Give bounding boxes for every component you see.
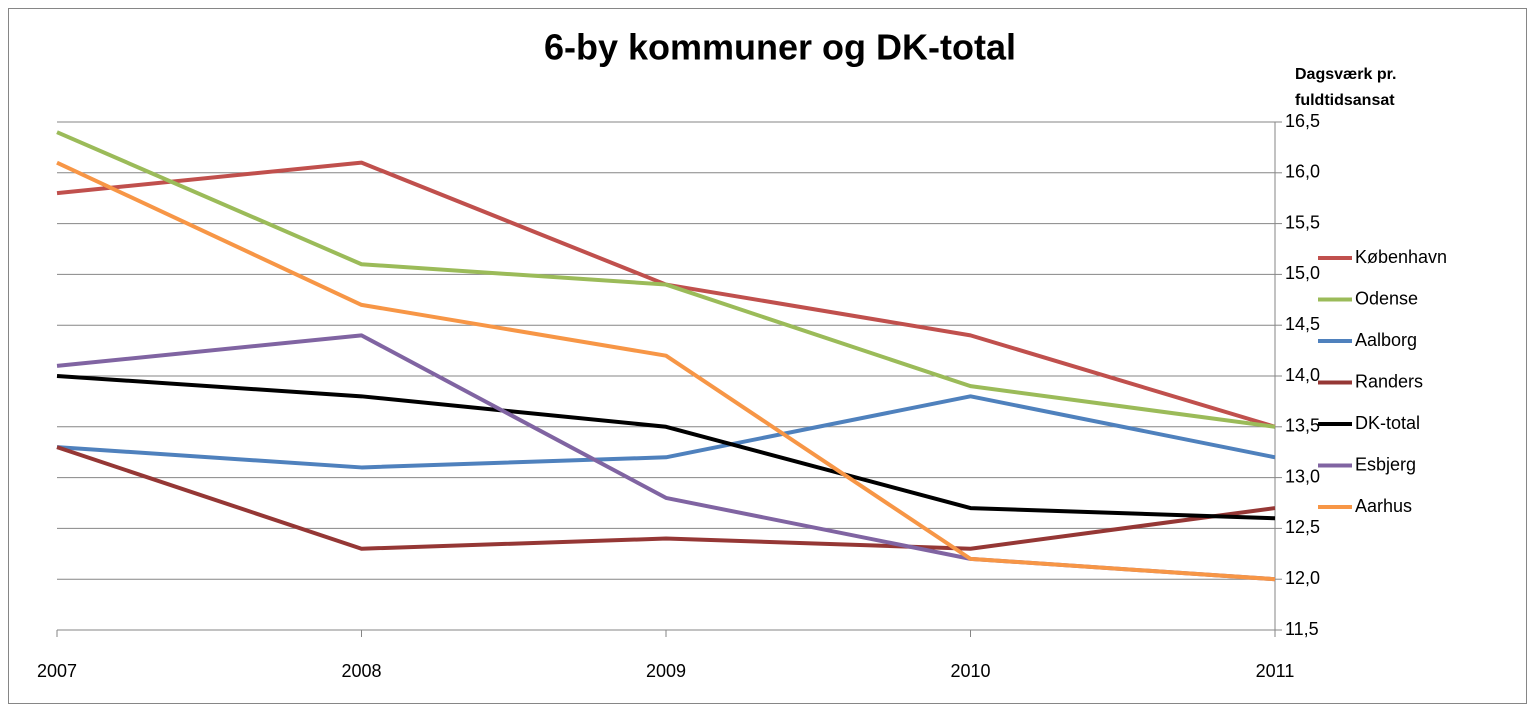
x-tick-label: 2009 [646, 661, 686, 681]
x-tick-label: 2007 [37, 661, 77, 681]
series-line [56, 445, 1276, 551]
y-axis-title: fuldtidsansat [1295, 92, 1395, 109]
legend-label: Esbjerg [1355, 454, 1416, 474]
legend-label: Randers [1355, 371, 1423, 391]
y-tick-label: 12,0 [1285, 568, 1320, 588]
y-tick-label: 16,0 [1285, 162, 1320, 182]
y-tick-label: 13,5 [1285, 416, 1320, 436]
x-tick-label: 2008 [341, 661, 381, 681]
y-tick-label: 15,0 [1285, 263, 1320, 283]
y-tick-label: 16,5 [1285, 111, 1320, 131]
x-tick-label: 2010 [950, 661, 990, 681]
legend-label: København [1355, 247, 1447, 267]
y-tick-label: 14,5 [1285, 314, 1320, 334]
chart-border [8, 8, 1527, 704]
y-tick-label: 13,0 [1285, 466, 1320, 486]
chart-title: 6-by kommuner og DK-total [544, 27, 1016, 68]
y-tick-label: 15,5 [1285, 212, 1320, 232]
y-tick-label: 14,0 [1285, 365, 1320, 385]
series-line [56, 394, 1276, 470]
legend-label: Aalborg [1355, 330, 1417, 350]
legend-label: DK-total [1355, 413, 1420, 433]
y-axis-title: Dagsværk pr. [1295, 66, 1396, 83]
y-tick-label: 12,5 [1285, 517, 1320, 537]
legend-label: Aarhus [1355, 496, 1412, 516]
series-line [56, 374, 1276, 521]
x-tick-label: 2011 [1256, 661, 1295, 681]
series-line [56, 130, 1276, 429]
y-tick-label: 11,5 [1285, 619, 1319, 639]
legend-label: Odense [1355, 288, 1418, 308]
series-line [56, 160, 1276, 582]
